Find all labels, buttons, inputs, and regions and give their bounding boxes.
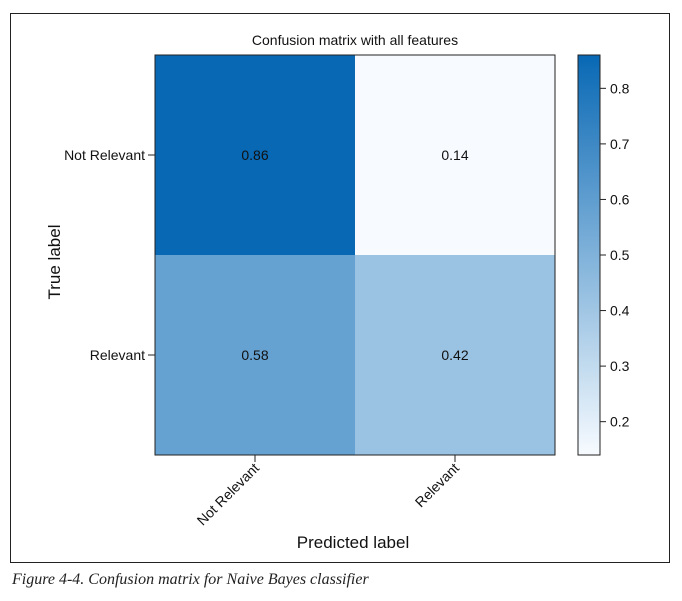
heatmap-cell-labels: 0.86 0.14 0.58 0.42 [241, 147, 468, 363]
chart-title: Confusion matrix with all features [252, 32, 458, 48]
colorbar-tick-label: 0.6 [610, 191, 630, 207]
cell-value-label: 0.42 [441, 347, 468, 363]
heatmap-cell [355, 55, 555, 255]
colorbar-tick-label: 0.2 [610, 414, 630, 430]
confusion-matrix-chart: Confusion matrix with all features 0.86 0… [45, 32, 630, 552]
x-axis-ticks: Not Relevant Relevant [194, 455, 462, 529]
cell-value-label: 0.86 [241, 147, 268, 163]
heatmap-cells [155, 55, 555, 455]
colorbar [577, 54, 601, 456]
y-axis-label: True label [45, 225, 64, 300]
colorbar-tick-label: 0.4 [610, 303, 630, 319]
y-tick-label: Not Relevant [64, 147, 145, 163]
figure-caption: Figure 4-4. Confusion matrix for Naive B… [12, 571, 369, 588]
x-tick-label: Not Relevant [194, 460, 263, 529]
colorbar-tick-label: 0.8 [610, 80, 630, 96]
colorbar-tick-label: 0.7 [610, 136, 630, 152]
heatmap-cell [155, 55, 355, 255]
cell-value-label: 0.14 [441, 147, 468, 163]
x-axis-label: Predicted label [297, 533, 409, 552]
colorbar-tick-label: 0.3 [610, 358, 630, 374]
cell-value-label: 0.58 [241, 347, 268, 363]
heatmap-cell [355, 255, 555, 455]
x-tick-label: Relevant [412, 460, 462, 510]
heatmap-cell [155, 255, 355, 455]
matrix-border [154, 54, 556, 456]
y-tick-label: Relevant [90, 347, 145, 363]
colorbar-tick-label: 0.5 [610, 247, 630, 263]
colorbar-ticks: 0.2 0.3 0.4 0.5 0.6 0.7 0.8 [600, 80, 630, 430]
y-axis-ticks: Not Relevant Relevant [64, 147, 155, 363]
